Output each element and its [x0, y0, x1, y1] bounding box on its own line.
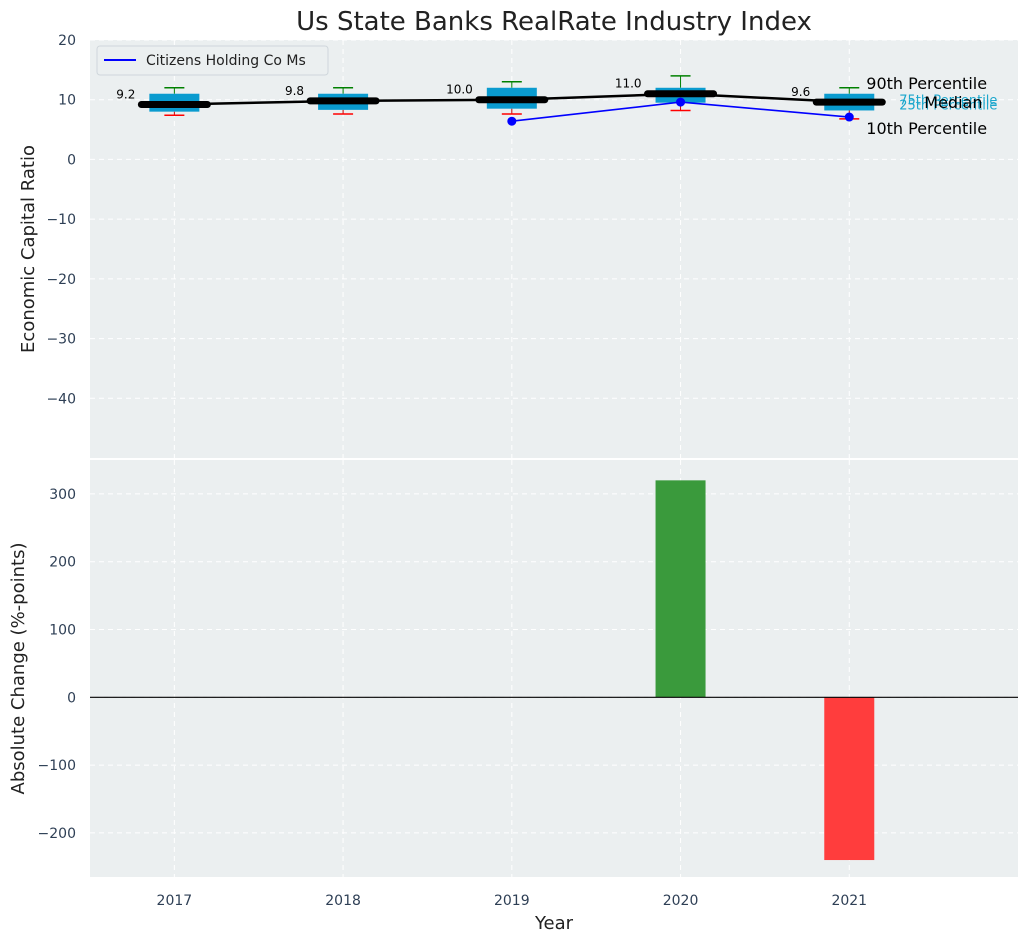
- y-tick-label: 300: [49, 487, 76, 503]
- y-tick-label: 0: [67, 152, 76, 168]
- top-plot: 20 10 0 −10 −20 −30 −40 9.2 9.8 10.0 11.0 9.6 90th P…: [46, 33, 1018, 458]
- x-tick-label: 2021: [831, 893, 867, 909]
- annotation-q1: 25th Percentile: [899, 98, 997, 113]
- y-tick-label: 0: [67, 690, 76, 706]
- legend-entry: Citizens Holding Co Ms: [146, 53, 306, 69]
- median-value-label: 10.0: [446, 83, 473, 97]
- annotation-p90: 90th Percentile: [866, 74, 987, 93]
- x-tick-label: 2020: [663, 893, 699, 909]
- annotation-p10: 10th Percentile: [866, 119, 987, 138]
- x-tick-label: 2017: [157, 893, 193, 909]
- y-tick-label: 20: [58, 33, 76, 49]
- median-value-label: 9.2: [116, 87, 135, 101]
- annotation-median: Median: [924, 93, 982, 112]
- legend-box: [96, 45, 329, 76]
- x-tick-label: 2018: [325, 893, 361, 909]
- annotation-q3: 75th Percentile: [899, 94, 997, 109]
- median-value-label: 11.0: [615, 77, 642, 91]
- y-tick-label: −10: [46, 212, 76, 228]
- y-tick-label: −40: [46, 391, 76, 407]
- y-tick-label: 100: [49, 623, 76, 639]
- legend: Citizens Holding Co Ms: [96, 45, 329, 76]
- x-tick-label: 2019: [494, 893, 530, 909]
- company-point: [844, 112, 854, 122]
- y-tick-label: −30: [46, 332, 76, 348]
- company-point: [676, 97, 686, 107]
- y-tick-label: 10: [58, 93, 76, 109]
- company-point: [507, 116, 517, 126]
- y-tick-label: 200: [49, 555, 76, 571]
- plot-background-bottom: [90, 460, 1018, 877]
- chart-title: Us State Banks RealRate Industry Index: [296, 7, 812, 37]
- y-axis-label-bottom: Absolute Change (%-points): [8, 543, 29, 795]
- bottom-plot: 300 200 100 0 −100 −200 2017 2018 2019 2020 2021: [38, 460, 1018, 909]
- change-bar: [655, 480, 706, 698]
- y-tick-label: −20: [46, 272, 76, 288]
- y-tick-label: −200: [38, 826, 76, 842]
- x-axis-label: Year: [534, 913, 574, 934]
- change-bar: [824, 697, 875, 861]
- y-tick-label: −100: [38, 758, 76, 774]
- median-value-label: 9.8: [285, 84, 304, 98]
- y-axis-label-top: Economic Capital Ratio: [18, 145, 39, 353]
- median-value-label: 9.6: [791, 85, 810, 99]
